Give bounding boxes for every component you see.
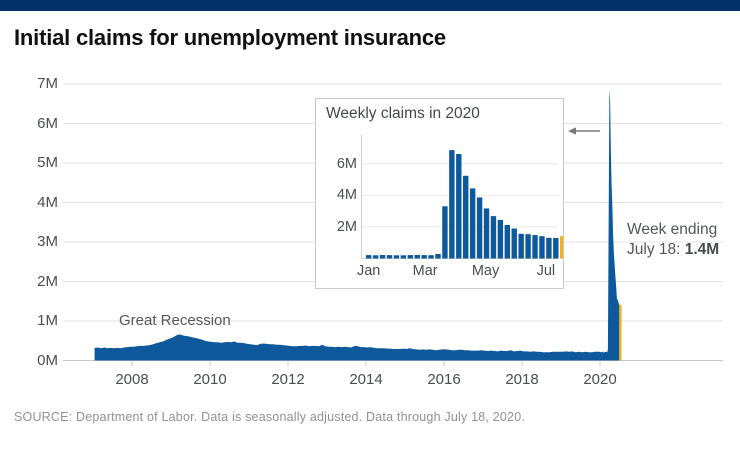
x-axis-label: 2020: [583, 371, 617, 388]
inset-chart-title: Weekly claims in 2020: [326, 105, 480, 122]
source-note: SOURCE: Department of Labor. Data is sea…: [14, 410, 526, 424]
brand-bar: [0, 0, 740, 11]
y-axis-label: 6M: [37, 114, 58, 132]
x-axis-label: 2010: [193, 371, 227, 388]
inset-x-axis-label: May: [471, 263, 500, 279]
arrow-left-icon: [568, 127, 600, 135]
y-axis-label: 4M: [37, 193, 58, 211]
y-axis-label: 2M: [37, 272, 58, 290]
inset-x-axis-label: Mar: [412, 263, 438, 279]
y-axis-label: 7M: [37, 75, 58, 92]
annotation-week-ending-value: 1.4M: [684, 240, 720, 258]
inset-y-axis-label: 6M: [336, 155, 357, 172]
x-axis-label: 2018: [505, 371, 539, 388]
inset-y-axis-label: 4M: [336, 187, 357, 204]
y-axis-label: 5M: [37, 154, 58, 171]
inset-chart-panel: Weekly claims in 2020 2M 4M 6M Jan Mar May Jul: [315, 98, 564, 289]
page-title: Initial claims for unemployment insuranc…: [14, 25, 446, 50]
inset-x-axis-label: Jul: [536, 263, 556, 279]
y-axis-label: 3M: [37, 233, 58, 250]
annotation-week-ending-line2: July 18: 1.4M: [627, 240, 720, 258]
y-axis-label: 0M: [37, 351, 58, 369]
annotation-week-ending-line1: Week ending: [627, 221, 718, 238]
inset-bar-chart: [361, 135, 563, 259]
inset-x-axis-label: Jan: [356, 263, 381, 279]
inset-y-axis-label: 2M: [336, 218, 357, 235]
annotation-week-ending: Week ending July 18: 1.4M: [627, 220, 719, 259]
annotation-great-recession: Great Recession: [119, 312, 231, 329]
y-axis-label: 1M: [37, 312, 58, 329]
x-axis-label: 2008: [115, 371, 149, 388]
x-axis-label: 2016: [427, 371, 461, 388]
x-axis-label: 2014: [349, 371, 383, 388]
x-axis-label: 2012: [271, 371, 305, 388]
